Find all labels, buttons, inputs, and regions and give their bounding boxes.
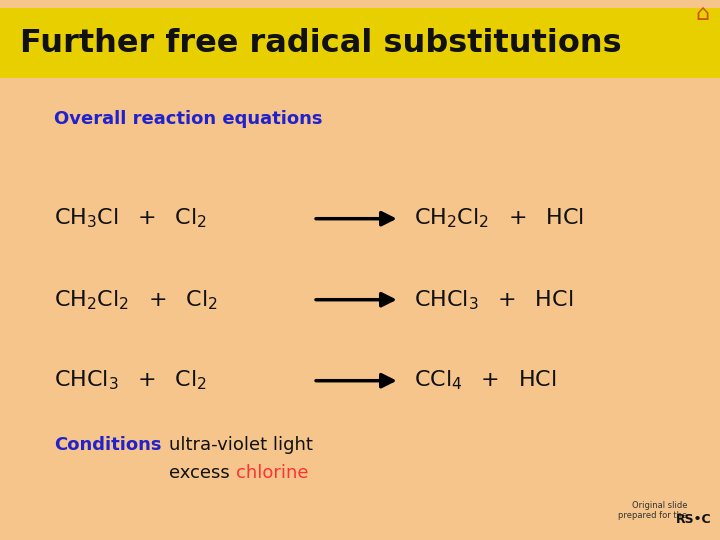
Text: $\mathregular{CHCl_3\ \ +\ \ Cl_2}$: $\mathregular{CHCl_3\ \ +\ \ Cl_2}$ — [54, 369, 207, 393]
FancyBboxPatch shape — [0, 8, 720, 78]
Text: $\mathregular{CH_2Cl_2\ \ +\ \ HCl}$: $\mathregular{CH_2Cl_2\ \ +\ \ HCl}$ — [414, 207, 584, 231]
Text: RS•C: RS•C — [676, 513, 711, 526]
Text: Overall reaction equations: Overall reaction equations — [54, 110, 323, 128]
Text: $\mathregular{CCl_4\ \ +\ \ HCl}$: $\mathregular{CCl_4\ \ +\ \ HCl}$ — [414, 369, 557, 393]
Text: $\mathregular{CHCl_3\ \ +\ \ HCl}$: $\mathregular{CHCl_3\ \ +\ \ HCl}$ — [414, 288, 573, 312]
Text: ⌂: ⌂ — [695, 3, 709, 24]
Text: ultra-violet light: ultra-violet light — [169, 436, 313, 455]
Text: Conditions: Conditions — [54, 436, 161, 455]
Text: Original slide
prepared for the: Original slide prepared for the — [618, 501, 688, 520]
Text: Further free radical substitutions: Further free radical substitutions — [20, 28, 622, 59]
Text: $\mathregular{CH_2Cl_2\ \ +\ \ Cl_2}$: $\mathregular{CH_2Cl_2\ \ +\ \ Cl_2}$ — [54, 288, 218, 312]
Text: excess: excess — [169, 463, 235, 482]
Text: chlorine: chlorine — [236, 463, 309, 482]
Text: $\mathregular{CH_3Cl\ \ +\ \ Cl_2}$: $\mathregular{CH_3Cl\ \ +\ \ Cl_2}$ — [54, 207, 207, 231]
